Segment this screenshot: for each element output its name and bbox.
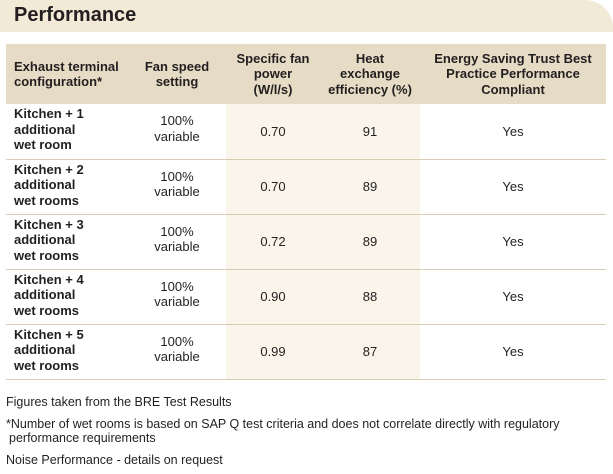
cell-specific-fan-power: 0.72 xyxy=(226,214,320,269)
cell-configuration: Kitchen + 1 additional wet room xyxy=(14,106,84,152)
header-specific-fan-power: Specific fan power (W/l/s) xyxy=(226,44,320,104)
footnote-line-2: performance requirements xyxy=(9,431,156,445)
cell-configuration: Kitchen + 4 additional wet rooms xyxy=(14,271,84,318)
cell-efficiency: 91 xyxy=(320,104,420,159)
cell-specific-fan-power: 0.90 xyxy=(226,269,320,324)
table-row: Kitchen + 2 additional wet rooms 100% va… xyxy=(6,159,606,214)
cell-compliant: Yes xyxy=(502,178,524,194)
cell-compliant: Yes xyxy=(502,288,524,304)
footnote-line-1: *Number of wet rooms is based on SAP Q t… xyxy=(6,417,560,431)
cell-configuration: Kitchen + 2 additional wet rooms xyxy=(14,161,84,208)
table-row: Kitchen + 3 additional wet rooms 100% va… xyxy=(6,214,606,269)
cell-specific-fan-power: 0.99 xyxy=(226,324,320,379)
section-title: Performance xyxy=(14,4,137,26)
noise-note: Noise Performance - details on request xyxy=(6,453,223,467)
table-row: Kitchen + 5 additional wet rooms 100% va… xyxy=(6,324,606,379)
header-exhaust-configuration: Exhaust terminal configuration* xyxy=(6,44,128,104)
cell-specific-fan-power: 0.70 xyxy=(226,159,320,214)
cell-fan-speed: 100% variable xyxy=(154,168,200,200)
table-header-row: Exhaust terminal configuration* Fan spee… xyxy=(6,44,606,104)
table-row: Kitchen + 4 additional wet rooms 100% va… xyxy=(6,269,606,324)
cell-fan-speed: 100% variable xyxy=(154,333,200,365)
cell-efficiency: 88 xyxy=(320,269,420,324)
cell-fan-speed: 100% variable xyxy=(154,278,200,310)
performance-table: Exhaust terminal configuration* Fan spee… xyxy=(6,44,606,380)
cell-compliant: Yes xyxy=(502,343,524,359)
table-row: Kitchen + 1 additional wet room 100% var… xyxy=(6,104,606,159)
cell-compliant: Yes xyxy=(502,233,524,249)
cell-compliant: Yes xyxy=(502,123,524,139)
section-header: Performance xyxy=(0,0,613,32)
cell-efficiency: 87 xyxy=(320,324,420,379)
cell-fan-speed: 100% variable xyxy=(154,113,200,144)
header-fan-speed: Fan speed setting xyxy=(128,44,226,104)
source-note: Figures taken from the BRE Test Results xyxy=(6,395,232,409)
header-energy-saving-compliant: Energy Saving Trust Best Practice Perfor… xyxy=(420,44,606,104)
cell-configuration: Kitchen + 5 additional wet rooms xyxy=(14,326,84,373)
cell-fan-speed: 100% variable xyxy=(154,223,200,255)
header-heat-exchange-efficiency: Heat exchange efficiency (%) xyxy=(320,44,420,104)
cell-efficiency: 89 xyxy=(320,214,420,269)
notes-section: Figures taken from the BRE Test Results … xyxy=(6,395,606,467)
cell-specific-fan-power: 0.70 xyxy=(226,104,320,159)
cell-configuration: Kitchen + 3 additional wet rooms xyxy=(14,216,84,263)
cell-efficiency: 89 xyxy=(320,159,420,214)
